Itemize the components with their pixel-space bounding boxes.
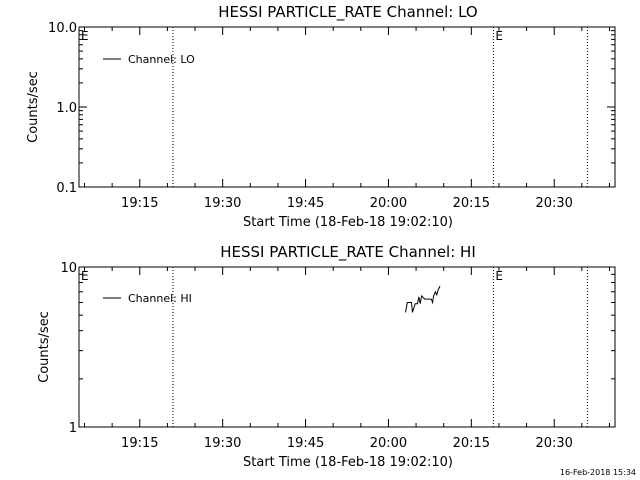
- x-tick-label: 19:15: [121, 196, 158, 211]
- event-marker-label: E: [495, 269, 503, 283]
- plot-frame: [78, 26, 616, 188]
- x-axis-label: Start Time (18-Feb-18 19:02:10): [243, 455, 453, 470]
- x-tick-label: 20:15: [453, 196, 490, 211]
- event-marker-label: E: [81, 269, 89, 283]
- legend: Channel: LO: [103, 53, 195, 66]
- event-marker-label: E: [81, 29, 89, 43]
- x-tick-label: 19:30: [204, 436, 241, 451]
- y-tick-label: 1.0: [56, 101, 77, 116]
- x-tick-label: 19:30: [204, 196, 241, 211]
- y-tick-label: 1: [69, 421, 77, 436]
- y-axis-label: Counts/sec: [26, 71, 41, 143]
- x-tick-label: 19:45: [287, 436, 324, 451]
- x-tick-label: 20:30: [535, 196, 572, 211]
- x-tick-label: 20:15: [453, 436, 490, 451]
- x-tick-label: 20:30: [535, 436, 572, 451]
- panel-hi: HESSI PARTICLE_RATE Channel: HI Counts/s…: [37, 243, 616, 470]
- x-axis-label: Start Time (18-Feb-18 19:02:10): [243, 215, 453, 230]
- series-line: [405, 285, 441, 313]
- legend-entry: Channel: HI: [128, 292, 192, 305]
- x-tick-label: 19:45: [287, 196, 324, 211]
- y-tick-label: 10.0: [48, 21, 77, 36]
- panel-lo: HESSI PARTICLE_RATE Channel: LO Counts/s…: [26, 3, 616, 230]
- legend: Channel: HI: [103, 292, 192, 305]
- chart-title: HESSI PARTICLE_RATE Channel: HI: [220, 243, 476, 262]
- event-marker-label: E: [495, 29, 503, 43]
- y-axis-label: Counts/sec: [37, 311, 52, 383]
- y-tick-label: 0.1: [56, 181, 77, 196]
- vertical-markers: [172, 27, 588, 187]
- x-tick-label: 19:15: [121, 436, 158, 451]
- y-ticks: 0.1 1.0 10.0: [48, 21, 615, 196]
- x-ticks: 19:15 19:30 19:45 20:00 20:15 20:30: [84, 267, 610, 451]
- footer-timestamp: 16-Feb-2018 15:34: [560, 468, 636, 477]
- vertical-markers: [172, 267, 588, 427]
- legend-entry: Channel: LO: [128, 53, 195, 66]
- y-tick-label: 10: [60, 261, 77, 276]
- y-ticks: 1 10: [60, 261, 615, 436]
- x-tick-label: 20:00: [370, 196, 407, 211]
- chart-title: HESSI PARTICLE_RATE Channel: LO: [218, 3, 477, 22]
- x-tick-label: 20:00: [370, 436, 407, 451]
- data-series: [405, 285, 441, 313]
- x-ticks: 19:15 19:30 19:45 20:00 20:15 20:30: [84, 27, 610, 211]
- plot-frame: [78, 266, 616, 428]
